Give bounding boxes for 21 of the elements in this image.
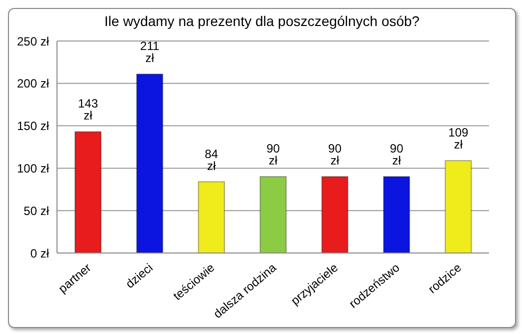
bar [198, 181, 225, 253]
data-label: 143 zł [78, 96, 98, 123]
data-label: 109 zł [448, 126, 469, 152]
y-tick-label: 50 zł [24, 204, 50, 218]
y-tick-label: 100 zł [16, 161, 50, 176]
data-label: 90 zł [328, 142, 342, 168]
bar [321, 176, 348, 253]
bar [383, 176, 410, 253]
chart-title: Ile wydamy na prezenty dla poszczególnych osób? [103, 13, 421, 29]
y-tick-label: 200 zł [16, 76, 50, 91]
y-tick-label: 0 zł [30, 246, 50, 260]
data-label: 84 zł [204, 146, 218, 173]
data-label: 211 zł [140, 39, 160, 66]
y-tick-label: 150 zł [16, 119, 50, 134]
y-tick-label: 250 zł [16, 34, 50, 48]
bar [260, 176, 287, 253]
bar [444, 160, 472, 253]
data-label: 90 zł [390, 142, 404, 168]
bar [74, 131, 102, 253]
bar [136, 74, 164, 253]
data-label: 90 zł [266, 142, 280, 168]
